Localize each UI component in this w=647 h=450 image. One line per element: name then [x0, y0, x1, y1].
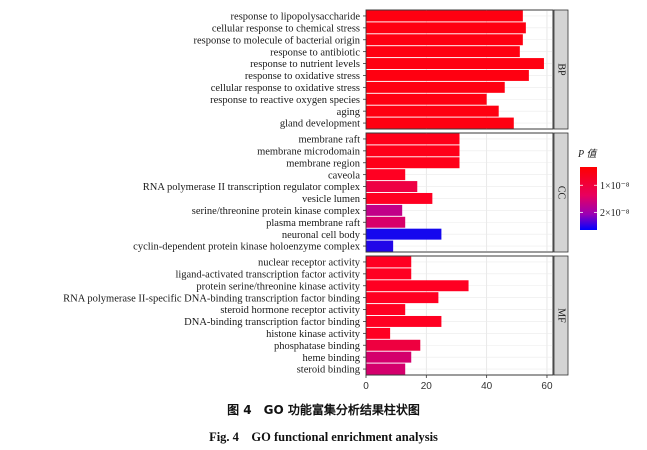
legend-colorbar	[580, 167, 597, 230]
category-label: RNA polymerase II-specific DNA-binding t…	[63, 293, 361, 304]
category-label: steroid hormone receptor activity	[220, 305, 360, 316]
category-label: membrane raft	[298, 135, 360, 146]
bar	[366, 157, 460, 169]
bar	[366, 327, 391, 339]
category-label: neuronal cell body	[282, 230, 361, 241]
facet-label: BP	[556, 63, 567, 76]
bar	[366, 117, 514, 129]
bar	[366, 169, 406, 181]
category-label: steroid binding	[297, 365, 361, 376]
category-label: cyclin-dependent protein kinase holoenzy…	[133, 242, 361, 253]
category-label: histone kinase activity	[266, 329, 361, 340]
bar	[366, 58, 544, 70]
figure-caption-cn: 图 4 GO 功能富集分析结果柱状图	[227, 403, 420, 417]
category-label: plasma membrane raft	[266, 218, 360, 229]
bar	[366, 339, 421, 351]
category-label: cellular response to oxidative stress	[211, 83, 360, 94]
x-tick-label: 0	[363, 381, 369, 392]
category-label: ligand-activated transcription factor ac…	[175, 269, 360, 280]
facet-label: CC	[556, 186, 567, 200]
legend-title: P 值	[577, 148, 598, 160]
category-label: aging	[337, 107, 361, 118]
bar	[366, 363, 406, 375]
bar	[366, 105, 499, 117]
category-label: phosphatase binding	[274, 341, 361, 352]
bar	[366, 69, 529, 81]
bar	[366, 34, 523, 46]
bar	[366, 81, 505, 93]
facet-frame	[365, 9, 554, 130]
category-label: protein serine/threonine kinase activity	[196, 281, 360, 292]
category-label: response to lipopolysaccharide	[231, 12, 361, 23]
category-label: vesicle lumen	[302, 194, 361, 205]
bar	[366, 240, 394, 252]
bar	[366, 292, 439, 304]
category-label: response to oxidative stress	[245, 71, 360, 82]
bar	[366, 46, 520, 58]
category-label: response to molecule of bacterial origin	[194, 35, 361, 46]
category-label: membrane region	[286, 158, 361, 169]
bar	[366, 93, 487, 105]
category-label: membrane microdomain	[257, 146, 361, 157]
x-tick-label: 40	[481, 381, 493, 392]
figure-caption-en: Fig. 4 GO functional enrichment analysis	[209, 430, 438, 444]
category-label: heme binding	[303, 353, 361, 364]
legend-tick-label: 2×10⁻⁸	[600, 208, 630, 219]
bar	[366, 204, 403, 216]
bar	[366, 22, 526, 34]
facet-frame	[365, 132, 554, 253]
facet-strip-bp	[553, 9, 569, 130]
bar	[366, 256, 412, 268]
bar	[366, 280, 469, 292]
category-label: serine/threonine protein kinase complex	[192, 206, 361, 217]
legend-tick-label: 1×10⁻⁸	[600, 181, 630, 192]
category-label: caveola	[328, 170, 360, 181]
bar	[366, 216, 406, 228]
category-label: gland development	[280, 119, 360, 130]
bar	[366, 10, 523, 22]
facet-frame	[365, 255, 554, 376]
x-tick-label: 60	[541, 381, 553, 392]
bar	[366, 228, 442, 240]
facet-strip-mf	[553, 255, 569, 376]
category-label: response to antibiotic	[270, 47, 360, 58]
bar	[366, 133, 460, 145]
bar	[366, 351, 412, 363]
bar	[366, 181, 418, 193]
category-label: nuclear receptor activity	[258, 258, 361, 269]
bar	[366, 315, 442, 327]
category-label: response to reactive oxygen species	[210, 95, 360, 106]
category-label: response to nutrient levels	[250, 59, 360, 70]
facet-strip-cc	[553, 132, 569, 253]
bar	[366, 192, 433, 204]
bar	[366, 304, 406, 316]
category-label: DNA-binding transcription factor binding	[184, 317, 361, 328]
category-label: cellular response to chemical stress	[212, 23, 360, 34]
x-tick-label: 20	[421, 381, 433, 392]
bar	[366, 145, 460, 157]
category-label: RNA polymerase II transcription regulato…	[143, 182, 361, 193]
bar	[366, 268, 412, 280]
facet-label: MF	[556, 308, 567, 323]
